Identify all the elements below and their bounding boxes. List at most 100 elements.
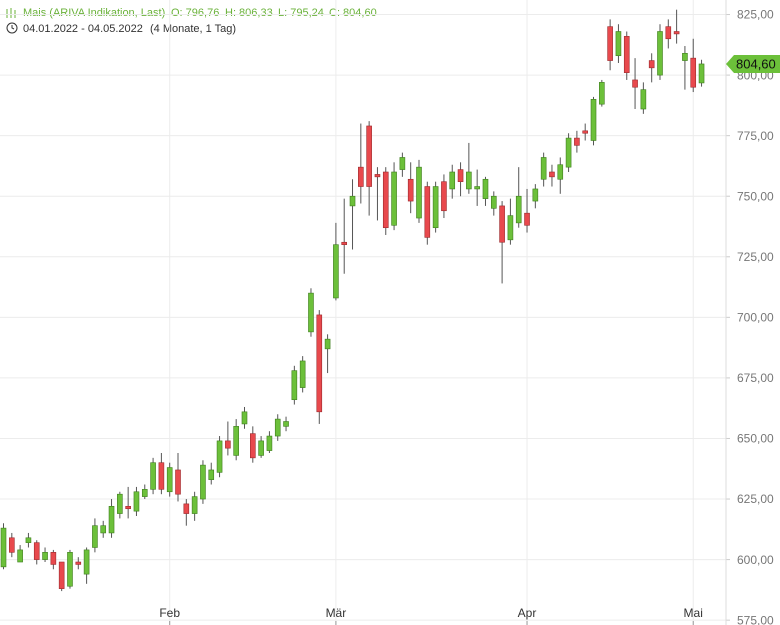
candle-body (208, 469, 215, 480)
current-price-tag (726, 54, 780, 73)
candle-body (274, 418, 281, 437)
candle-body (25, 537, 32, 543)
candle-body (225, 440, 231, 449)
x-tick-label: Mai (684, 606, 703, 620)
candle-body (474, 186, 480, 190)
candle-body (42, 552, 48, 560)
candle-body (250, 433, 256, 459)
candle-body (623, 36, 630, 73)
current-price-label: 804,60 (736, 56, 776, 71)
y-tick-label: 625,00 (737, 492, 774, 506)
candle-body (316, 314, 323, 413)
y-tick-label: 775,00 (737, 129, 774, 143)
candle-body (117, 493, 123, 514)
candle-body (291, 370, 298, 401)
y-tick-label: 700,00 (737, 311, 774, 325)
legend-open: O: 796,76 (171, 7, 219, 19)
x-tick-label: Apr (518, 606, 537, 620)
candle-body (441, 181, 447, 212)
y-tick-label: 675,00 (737, 371, 774, 385)
candle-body (9, 537, 15, 553)
candle-body (341, 241, 348, 245)
candle-body (632, 79, 638, 88)
candle-body (665, 26, 672, 40)
candle-body (582, 130, 589, 134)
candle-body (574, 137, 580, 146)
duration: (4 Monate, 1 Tag) (150, 23, 236, 35)
candle-body (108, 505, 115, 534)
candle-body (507, 215, 514, 241)
candle-body (690, 57, 697, 88)
candle-body (449, 171, 456, 190)
y-tick-label: 650,00 (737, 432, 774, 446)
candle-body (490, 195, 497, 209)
candle-body (391, 171, 397, 226)
candle-body (682, 52, 688, 61)
candle-body (407, 178, 414, 202)
clock-icon (6, 22, 18, 34)
candle-body (75, 561, 82, 565)
candle-body (499, 205, 505, 243)
candle-body (515, 195, 522, 224)
candle-body (0, 527, 7, 568)
legend-close: C: 804,60 (329, 7, 377, 19)
candle-body (299, 360, 306, 388)
candle-body (698, 63, 705, 84)
y-tick-label: 750,00 (737, 189, 774, 203)
candle-body (100, 525, 107, 534)
candle-body (324, 338, 331, 350)
candle-body (150, 462, 156, 490)
candle-body (83, 549, 90, 575)
candle-body (233, 426, 239, 456)
candle-body (125, 505, 131, 510)
candle-body (200, 464, 206, 500)
candle-body (366, 125, 372, 187)
candle-body (590, 99, 597, 141)
candle-body (92, 525, 98, 548)
candle-body (549, 171, 555, 178)
candle-body (216, 440, 223, 473)
y-tick-label: 825,00 (737, 8, 774, 22)
legend-title: Mais (ARIVA Indikation, Last) (23, 7, 165, 19)
candle-body (266, 435, 273, 451)
candle-body (648, 60, 655, 69)
candle-body (258, 440, 264, 456)
candle-body (399, 157, 406, 170)
candle-body (349, 195, 356, 207)
candle-body (382, 171, 389, 229)
x-tick-label: Feb (159, 606, 180, 620)
candle-body (308, 292, 314, 333)
candle-body (50, 552, 57, 565)
candle-body (191, 496, 198, 514)
candle-body (482, 178, 489, 199)
candle-body (374, 174, 381, 178)
legend-high: H: 806,33 (225, 7, 273, 19)
candle-body (432, 186, 439, 229)
candle-body (358, 166, 364, 187)
candle-body (283, 421, 289, 427)
y-tick-label: 575,00 (737, 613, 774, 625)
candle-body (599, 82, 605, 105)
candle-body (424, 186, 431, 238)
candle-body (607, 26, 613, 61)
candle-body (532, 188, 539, 202)
candle-body (17, 549, 23, 563)
x-tick-label: Mär (326, 606, 347, 620)
candle-body (524, 212, 530, 226)
legend-icon (6, 8, 16, 18)
candle-body (333, 244, 339, 299)
candle-body (241, 411, 248, 425)
candle-body (565, 137, 572, 168)
candle-body (416, 166, 422, 219)
date-range: 04.01.2022 - 04.05.2022 (23, 23, 143, 35)
legend-low: L: 795,24 (278, 7, 324, 19)
candle-body (673, 31, 680, 35)
candle-body (183, 503, 190, 514)
candle-body (133, 491, 140, 512)
candle-body (166, 467, 173, 493)
candle-body (466, 171, 472, 190)
candle-body (657, 31, 663, 76)
y-tick-label: 725,00 (737, 250, 774, 264)
candle-body (640, 89, 647, 110)
